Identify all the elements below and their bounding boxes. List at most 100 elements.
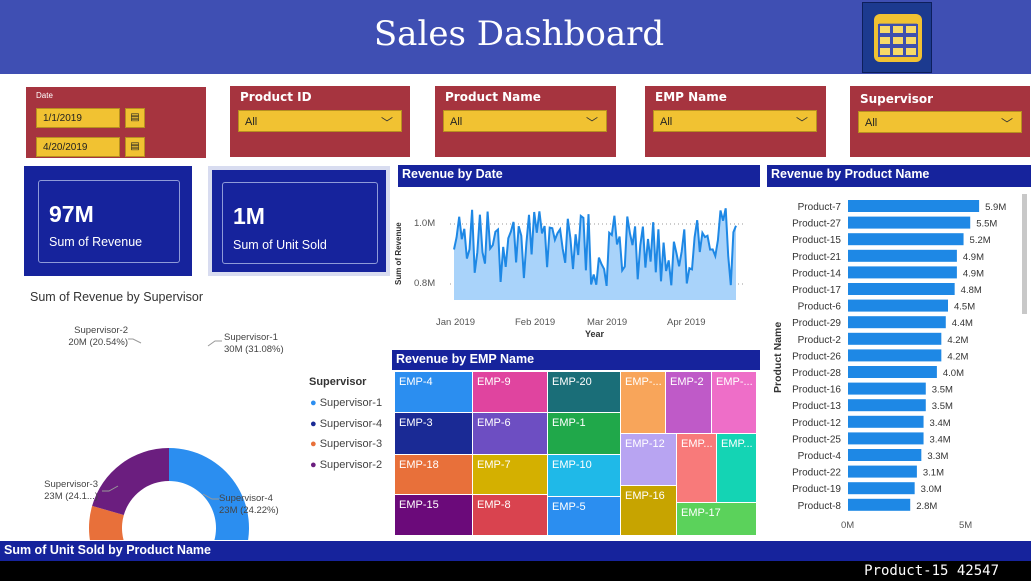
bar (848, 366, 937, 378)
bar (848, 249, 957, 262)
bar-category-label: Product-4 (798, 451, 842, 462)
treemap-tile[interactable]: EMP-9 (473, 372, 548, 413)
chevron-down-icon: ﹀ (380, 116, 393, 130)
treemap-tile[interactable]: EMP-17 (677, 503, 757, 536)
treemap-tile[interactable]: EMP... (717, 434, 757, 503)
bar-value-label: 5.5M (976, 219, 997, 230)
x-tick-mar: Mar 2019 (587, 317, 628, 328)
product-name-value: All (450, 116, 463, 128)
emp-name-dropdown[interactable]: All ﹀ (653, 110, 817, 132)
donut-slice-supervisor-2 (92, 448, 169, 516)
bar-category-label: Product-7 (798, 202, 842, 213)
treemap-tile[interactable]: EMP... (677, 434, 717, 503)
donut-legend: ● Supervisor-1 ● Supervisor-4 ● Supervis… (310, 393, 382, 475)
treemap-tile[interactable]: EMP-3 (395, 413, 473, 455)
chevron-down-icon: ﹀ (1000, 117, 1013, 131)
treemap-tile[interactable]: EMP-2 (666, 372, 712, 434)
bar-value-label: 2.8M (916, 501, 937, 512)
treemap-tile[interactable]: EMP-4 (395, 372, 473, 413)
bar-value-label: 4.9M (963, 252, 984, 263)
bar-x-tick-0m: 0M (841, 520, 855, 531)
bar-category-label: Product-6 (798, 302, 842, 313)
bar (848, 316, 946, 329)
date-slicer-label: Date (36, 91, 53, 100)
bar-category-label: Product-13 (792, 401, 841, 412)
treemap-tile[interactable]: EMP-6 (473, 413, 548, 455)
bar-value-label: 3.4M (930, 434, 951, 445)
emp-name-slicer: EMP Name All ﹀ (645, 86, 826, 157)
revenue-by-date-title: Revenue by Date (398, 165, 760, 187)
treemap-tile[interactable]: EMP-18 (395, 455, 473, 495)
product-id-dropdown[interactable]: All ﹀ (238, 110, 402, 132)
treemap-tile[interactable]: EMP-10 (548, 455, 621, 497)
units-kpi-card: 1M Sum of Unit Sold (212, 170, 386, 272)
treemap-tile[interactable]: EMP-16 (621, 486, 677, 536)
emp-name-label: EMP Name (655, 90, 727, 104)
page-title: Sales Dashboard (373, 14, 665, 54)
revenue-line-chart (450, 208, 743, 300)
product-name-dropdown[interactable]: All ﹀ (443, 110, 607, 132)
bar-value-label: 4.2M (947, 351, 968, 362)
bar-value-label: 3.3M (927, 451, 948, 462)
donut-slices (89, 448, 249, 540)
bar-value-label: 4.4M (952, 318, 973, 329)
revenue-kpi-label: Sum of Revenue (49, 235, 143, 249)
treemap-tile[interactable]: EMP-15 (395, 495, 473, 536)
table-icon (862, 2, 932, 73)
calendar-icon[interactable]: ▤ (125, 108, 145, 128)
legend-item[interactable]: ● Supervisor-4 (310, 417, 383, 430)
x-tick-jan: Jan 2019 (436, 317, 476, 328)
tooltip-bar: Product-15 42547 (0, 561, 1031, 581)
calendar-icon[interactable]: ▤ (125, 137, 145, 157)
start-date-input[interactable]: 1/1/2019 (36, 108, 120, 128)
bar-category-label: Product-22 (792, 468, 841, 479)
donut-label-supervisor-1: Supervisor-1 30M (31.08%) (224, 332, 284, 355)
treemap-tile[interactable]: EMP-... (621, 372, 666, 434)
bar (848, 266, 957, 279)
legend-item[interactable]: ● Supervisor-2 (310, 458, 383, 471)
product-id-value: All (245, 116, 258, 128)
legend-item[interactable]: ● Supervisor-3 (310, 438, 383, 450)
bar (848, 449, 922, 461)
treemap-tile[interactable]: EMP-7 (473, 455, 548, 495)
bar-category-label: Product-27 (792, 219, 841, 230)
bar-category-label: Product-14 (792, 268, 841, 279)
chevron-down-icon: ﹀ (585, 116, 598, 130)
supervisor-value: All (865, 117, 878, 129)
emp-treemap: EMP-4 EMP-9 EMP-20 EMP-... EMP-2 EMP-... EMP-3… (395, 372, 757, 536)
legend-item[interactable]: ● Supervisor-1 (310, 397, 383, 409)
bar-y-axis-label: Product Name (772, 321, 784, 393)
treemap-tile[interactable]: EMP-20 (548, 372, 621, 413)
bar-category-label: Product-2 (798, 335, 842, 346)
treemap-tile[interactable]: EMP-8 (473, 495, 548, 536)
bar-x-tick-5m: 5M (959, 520, 973, 531)
units-kpi-label: Sum of Unit Sold (233, 238, 327, 252)
bar-chart-scrollbar[interactable] (1022, 194, 1027, 314)
end-date-input[interactable]: 4/20/2019 (36, 137, 120, 157)
x-tick-feb: Feb 2019 (515, 317, 556, 328)
bar-value-label: 3.5M (932, 401, 953, 412)
bar-value-label: 4.0M (943, 368, 964, 379)
units-kpi-frame: 1M Sum of Unit Sold (208, 166, 390, 276)
bar (848, 415, 924, 428)
legend-title: Supervisor (309, 376, 367, 388)
bar-category-label: Product-29 (792, 318, 841, 329)
tooltip-text: Product-15 42547 (864, 563, 999, 579)
treemap-tile[interactable]: EMP-1 (548, 413, 621, 455)
revenue-kpi-value: 97M (49, 201, 94, 227)
bar-category-label: Product-17 (792, 285, 841, 296)
bar-value-label: 4.2M (947, 335, 968, 346)
bar-category-label: Product-15 (792, 235, 841, 246)
bar (848, 349, 942, 362)
line-x-axis-label: Year (585, 329, 605, 339)
x-tick-apr: Apr 2019 (667, 317, 706, 328)
supervisor-dropdown[interactable]: All ﹀ (858, 111, 1022, 133)
treemap-tile[interactable]: EMP-12 (621, 434, 677, 486)
product-id-slicer: Product ID All ﹀ (230, 86, 410, 157)
treemap-tile[interactable]: EMP-5 (548, 497, 621, 536)
bar (848, 482, 915, 495)
bar (848, 299, 948, 312)
bar-category-label: Product-16 (792, 385, 841, 396)
bar-value-label: 3.4M (930, 418, 951, 429)
treemap-tile[interactable]: EMP-... (712, 372, 757, 434)
